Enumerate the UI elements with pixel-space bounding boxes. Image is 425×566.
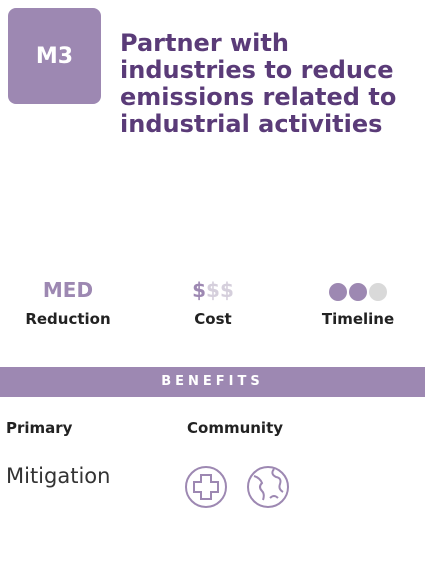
timeline-dots bbox=[288, 276, 425, 304]
primary-benefit: Mitigation bbox=[6, 464, 111, 488]
title-line: industrial activities bbox=[120, 110, 383, 138]
title-line: industries to reduce bbox=[120, 56, 394, 84]
benefits-header: BENEFITS bbox=[0, 367, 425, 397]
timeline-dot bbox=[349, 282, 367, 301]
cost-label: Cost bbox=[194, 310, 232, 328]
cost-symbol: $ bbox=[219, 278, 234, 302]
cost-symbol: $ bbox=[206, 278, 220, 302]
badge: M3 bbox=[8, 8, 101, 104]
community-icons bbox=[185, 466, 289, 508]
title-line: Partner with bbox=[120, 29, 289, 57]
cost: $$$ Cost bbox=[143, 276, 283, 328]
primary-heading: Primary bbox=[6, 419, 73, 437]
timeline-label: Timeline bbox=[321, 310, 395, 328]
timeline-dot bbox=[329, 282, 347, 301]
timeline: Timeline bbox=[288, 276, 425, 328]
title-line: emissions related to bbox=[120, 83, 397, 111]
title: Partner with industries to reduce emission… bbox=[120, 30, 396, 138]
reduction: MED Reduction bbox=[0, 276, 138, 328]
timeline-dot bbox=[369, 282, 387, 301]
community-heading: Community bbox=[187, 419, 284, 437]
cost-symbol: $ bbox=[192, 278, 207, 302]
reduction-label: Reduction bbox=[25, 310, 111, 328]
cost-value: $$$ bbox=[143, 276, 283, 304]
health-icon bbox=[185, 466, 227, 508]
reduction-value: MED bbox=[42, 278, 94, 302]
globe-icon bbox=[247, 466, 289, 508]
